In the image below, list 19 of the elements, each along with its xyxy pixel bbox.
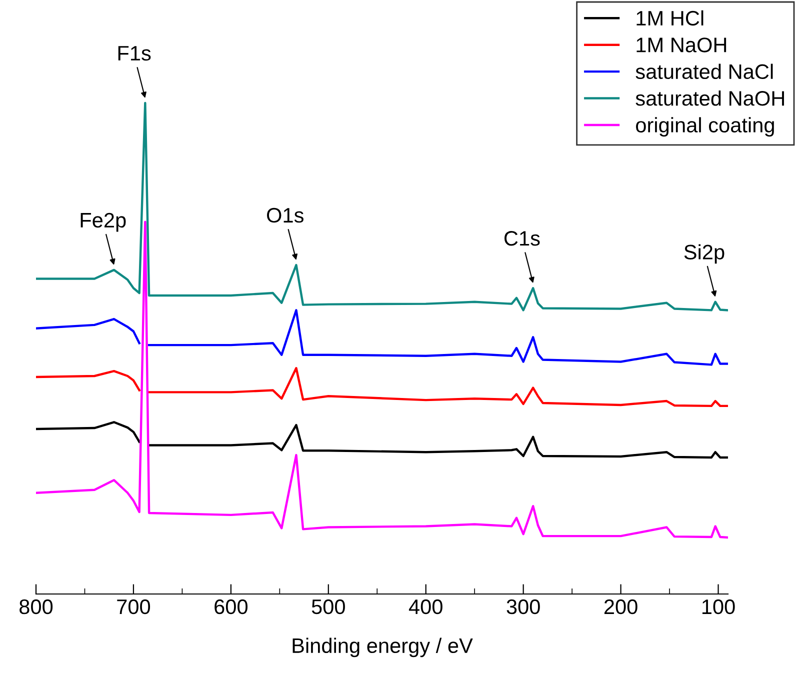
annotation: C1s: [504, 230, 540, 246]
legend-label: saturated NaOH: [636, 90, 784, 106]
x-tick-label: 100: [702, 599, 735, 614]
x-tick-label: 800: [20, 599, 53, 614]
x-tick-label: 500: [312, 599, 345, 614]
x-axis-title: Binding energy / eV: [292, 638, 473, 658]
x-tick-label: 400: [408, 599, 442, 614]
x-tick-label: 200: [604, 599, 638, 614]
x-tick-label: 600: [214, 599, 248, 614]
annotation: Si2p: [684, 244, 724, 264]
annotation: F1s: [118, 46, 151, 61]
annotation: O1s: [267, 208, 304, 223]
legend-label: original coating: [636, 117, 774, 137]
legend-label: 1M HCl: [636, 10, 704, 26]
annotation: Fe2p: [80, 212, 126, 232]
legend-label: saturated NaCl: [636, 64, 773, 80]
x-tick-label: 300: [506, 599, 540, 614]
x-tick-label: 700: [117, 599, 150, 614]
legend-label: 1M NaOH: [636, 38, 726, 52]
